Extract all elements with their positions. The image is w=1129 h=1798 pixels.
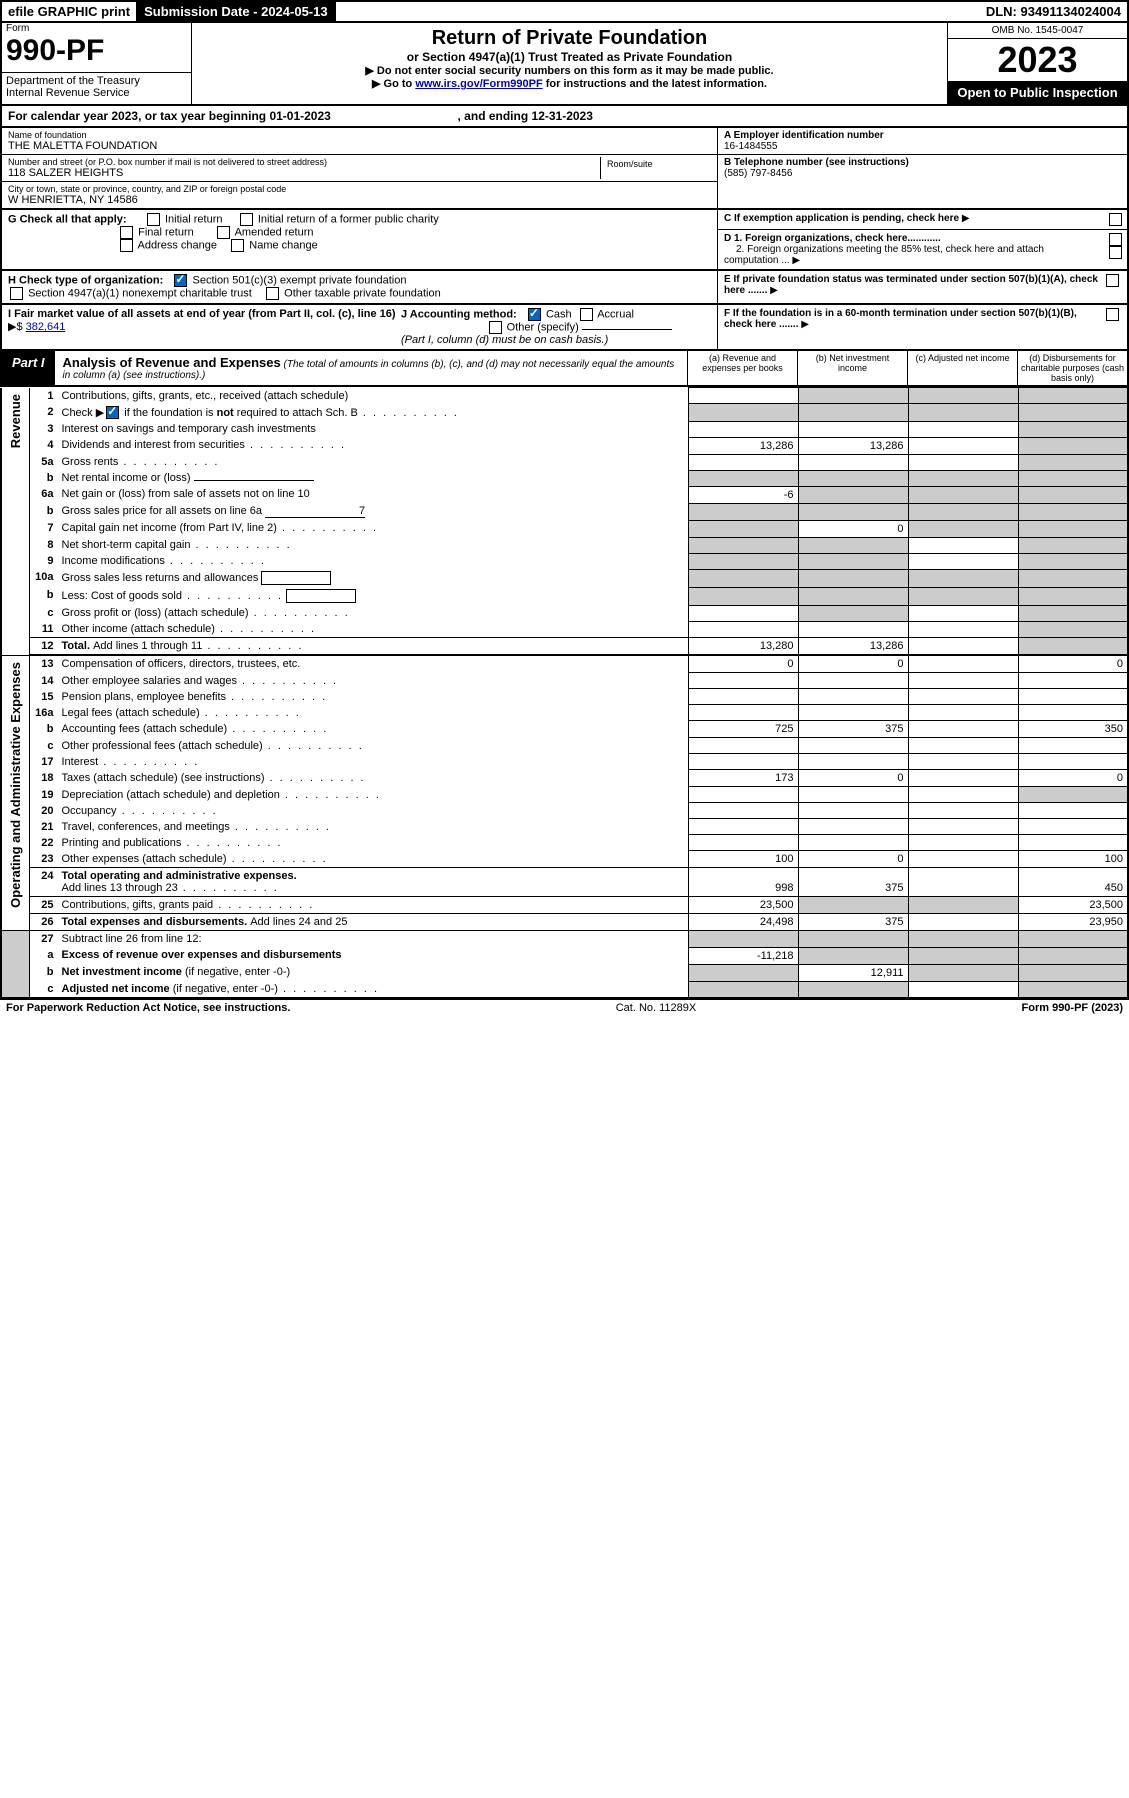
- e-label: E If private foundation status was termi…: [724, 274, 1098, 296]
- d1-label: D 1. Foreign organizations, check here..…: [724, 233, 941, 244]
- form-title: Return of Private Foundation: [196, 27, 943, 50]
- form-ref: Form 990-PF (2023): [1022, 1002, 1123, 1014]
- c-label: C If exemption application is pending, c…: [724, 213, 959, 224]
- chk-name-change[interactable]: [231, 239, 244, 252]
- instruction-2: Go to www.irs.gov/Form990PF for instruct…: [196, 77, 943, 90]
- dln: DLN: 93491134024004: [980, 2, 1127, 21]
- chk-other-method[interactable]: [489, 321, 502, 334]
- chk-cash[interactable]: [528, 308, 541, 321]
- addr-label: Number and street (or P.O. box number if…: [8, 157, 600, 167]
- chk-foreign-org[interactable]: [1109, 233, 1122, 246]
- omb-number: OMB No. 1545-0047: [948, 23, 1127, 39]
- tel-label: B Telephone number (see instructions): [724, 157, 909, 168]
- form-label: Form: [2, 23, 191, 34]
- chk-accrual[interactable]: [580, 308, 593, 321]
- submission-date: Submission Date - 2024-05-13: [138, 2, 336, 21]
- chk-foreign-85[interactable]: [1109, 246, 1122, 259]
- part1-header: Part I Analysis of Revenue and Expenses …: [0, 351, 1129, 387]
- chk-initial-former[interactable]: [240, 213, 253, 226]
- chk-initial-return[interactable]: [147, 213, 160, 226]
- side-revenue: Revenue: [6, 390, 25, 452]
- tel-value: (585) 797-8456: [724, 168, 792, 179]
- chk-60month[interactable]: [1106, 308, 1119, 321]
- form-subtitle: or Section 4947(a)(1) Trust Treated as P…: [196, 50, 943, 64]
- efile-link[interactable]: efile GRAPHIC print: [2, 2, 138, 21]
- room-label: Room/suite: [601, 157, 711, 179]
- chk-amended-return[interactable]: [217, 226, 230, 239]
- chk-501c3[interactable]: [174, 274, 187, 287]
- col-c-header: (c) Adjusted net income: [907, 351, 1017, 385]
- dept-label: Department of the Treasury Internal Reve…: [2, 72, 191, 101]
- name-label: Name of foundation: [8, 130, 711, 140]
- calendar-year-row: For calendar year 2023, or tax year begi…: [0, 106, 1129, 128]
- chk-exemption-pending[interactable]: [1109, 213, 1122, 226]
- f-label: F If the foundation is in a 60-month ter…: [724, 308, 1077, 330]
- side-expenses: Operating and Administrative Expenses: [6, 658, 25, 912]
- chk-final-return[interactable]: [120, 226, 133, 239]
- h-label: H Check type of organization:: [8, 274, 163, 286]
- chk-4947a1[interactable]: [10, 287, 23, 300]
- open-public: Open to Public Inspection: [948, 81, 1127, 104]
- g-label: G Check all that apply:: [8, 213, 127, 225]
- city-state-zip: W HENRIETTA, NY 14586: [8, 194, 711, 206]
- form-header: Form 990-PF Department of the Treasury I…: [0, 23, 1129, 106]
- col-b-header: (b) Net investment income: [797, 351, 907, 385]
- form-number: 990-PF: [2, 34, 191, 72]
- ein-value: 16-1484555: [724, 141, 777, 152]
- d2-label: 2. Foreign organizations meeting the 85%…: [724, 244, 1044, 266]
- part1-tab: Part I: [2, 351, 55, 385]
- footer: For Paperwork Reduction Act Notice, see …: [0, 999, 1129, 1016]
- j-note: (Part I, column (d) must be on cash basi…: [401, 334, 608, 346]
- tax-year: 2023: [948, 39, 1127, 81]
- ein-label: A Employer identification number: [724, 130, 884, 141]
- chk-other-taxable[interactable]: [266, 287, 279, 300]
- catalog-number: Cat. No. 11289X: [616, 1002, 697, 1014]
- street-address: 118 SALZER HEIGHTS: [8, 167, 600, 179]
- col-d-header: (d) Disbursements for charitable purpose…: [1017, 351, 1127, 385]
- fmv-value[interactable]: 382,641: [26, 321, 66, 333]
- info-grid: Name of foundation THE MALETTA FOUNDATIO…: [0, 128, 1129, 210]
- part1-table: Revenue 1Contributions, gifts, grants, e…: [0, 387, 1129, 999]
- col-a-header: (a) Revenue and expenses per books: [687, 351, 797, 385]
- chk-address-change[interactable]: [120, 239, 133, 252]
- city-label: City or town, state or province, country…: [8, 184, 711, 194]
- chk-sch-b[interactable]: [106, 406, 119, 419]
- paperwork-notice: For Paperwork Reduction Act Notice, see …: [6, 1002, 290, 1014]
- instruction-1: Do not enter social security numbers on …: [196, 64, 943, 77]
- foundation-name: THE MALETTA FOUNDATION: [8, 140, 711, 152]
- top-bar: efile GRAPHIC print Submission Date - 20…: [0, 0, 1129, 23]
- chk-status-terminated[interactable]: [1106, 274, 1119, 287]
- j-label: J Accounting method:: [401, 308, 517, 320]
- i-label: I Fair market value of all assets at end…: [8, 308, 396, 320]
- form-link[interactable]: www.irs.gov/Form990PF: [415, 78, 542, 90]
